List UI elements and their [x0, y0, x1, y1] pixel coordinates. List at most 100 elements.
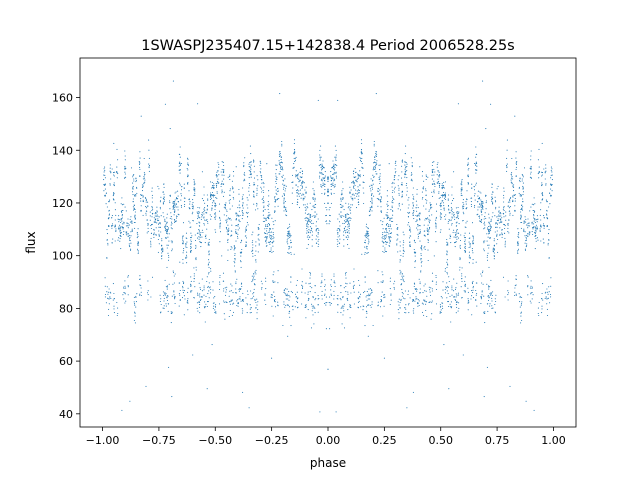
- data-point: [453, 171, 455, 173]
- data-point: [383, 294, 385, 296]
- data-point: [427, 241, 429, 243]
- data-point: [214, 212, 217, 214]
- data-point: [103, 168, 105, 170]
- data-point: [119, 230, 121, 232]
- data-point: [428, 231, 430, 233]
- data-point: [392, 190, 394, 192]
- data-point: [407, 290, 410, 292]
- data-point: [427, 239, 429, 242]
- data-point: [466, 190, 468, 192]
- data-point: [481, 204, 484, 206]
- data-point: [514, 287, 516, 289]
- data-point: [309, 218, 311, 220]
- data-point: [546, 308, 548, 310]
- data-point: [321, 180, 323, 182]
- data-point: [450, 209, 452, 212]
- data-point: [487, 303, 489, 305]
- data-point: [368, 304, 370, 306]
- data-point: [541, 305, 543, 307]
- data-point: [124, 171, 126, 173]
- data-point: [131, 230, 133, 232]
- data-point: [512, 178, 514, 180]
- data-point: [500, 213, 502, 215]
- data-point: [400, 298, 402, 300]
- data-point: [234, 257, 236, 260]
- data-point: [548, 229, 550, 231]
- data-point: [547, 233, 550, 235]
- data-point: [380, 186, 382, 188]
- data-point: [391, 183, 393, 185]
- data-point: [409, 241, 411, 243]
- data-point: [441, 297, 443, 299]
- data-point: [490, 103, 492, 105]
- data-point: [443, 197, 446, 199]
- data-point: [139, 175, 141, 177]
- data-point: [294, 306, 296, 308]
- data-point: [396, 243, 398, 245]
- data-point: [264, 299, 266, 301]
- data-point: [121, 211, 123, 213]
- data-point: [312, 314, 314, 316]
- data-point: [322, 178, 324, 180]
- data-point: [540, 224, 542, 226]
- data-point: [285, 185, 287, 187]
- data-point: [179, 172, 181, 174]
- data-point: [265, 280, 267, 282]
- data-point: [201, 278, 203, 280]
- data-point: [121, 223, 123, 225]
- data-point: [288, 245, 290, 247]
- data-point: [218, 174, 220, 176]
- data-point: [402, 293, 404, 295]
- data-point: [526, 243, 528, 245]
- data-point: [111, 224, 113, 227]
- data-point: [313, 192, 315, 194]
- data-point: [155, 211, 157, 214]
- data-point: [534, 233, 536, 235]
- data-point: [444, 268, 446, 270]
- data-point: [506, 139, 508, 141]
- data-point: [536, 228, 538, 230]
- data-point: [467, 158, 469, 160]
- y-axis-label: flux: [24, 231, 38, 253]
- data-point: [479, 197, 481, 199]
- data-point: [114, 224, 116, 226]
- data-point: [507, 231, 509, 233]
- data-point: [227, 259, 229, 262]
- data-point: [127, 276, 129, 278]
- data-point: [246, 312, 248, 314]
- data-point: [362, 167, 364, 169]
- data-point: [182, 289, 184, 291]
- data-point: [347, 234, 349, 237]
- data-point: [236, 278, 238, 280]
- data-point: [493, 245, 495, 247]
- data-point: [515, 161, 517, 163]
- data-point: [535, 231, 537, 233]
- data-point: [293, 153, 295, 155]
- data-point: [472, 287, 474, 289]
- data-point: [382, 238, 384, 240]
- data-point: [223, 301, 225, 303]
- data-point: [351, 197, 353, 199]
- data-point: [148, 149, 150, 151]
- data-point: [367, 335, 369, 337]
- data-point: [293, 139, 296, 141]
- data-point: [383, 241, 385, 244]
- data-point: [439, 202, 442, 205]
- data-point: [490, 292, 492, 294]
- data-point: [288, 312, 290, 314]
- data-point: [461, 275, 463, 277]
- data-point: [527, 275, 529, 277]
- data-point: [243, 180, 245, 182]
- data-point: [289, 237, 291, 239]
- data-point: [301, 182, 303, 184]
- data-point: [401, 159, 404, 161]
- data-point: [481, 275, 483, 277]
- data-point: [183, 295, 185, 297]
- data-point: [265, 277, 267, 279]
- data-point: [236, 215, 238, 217]
- data-point: [548, 286, 550, 288]
- data-point: [235, 292, 238, 294]
- data-point: [290, 290, 292, 292]
- data-point: [458, 307, 460, 309]
- data-point: [384, 234, 386, 236]
